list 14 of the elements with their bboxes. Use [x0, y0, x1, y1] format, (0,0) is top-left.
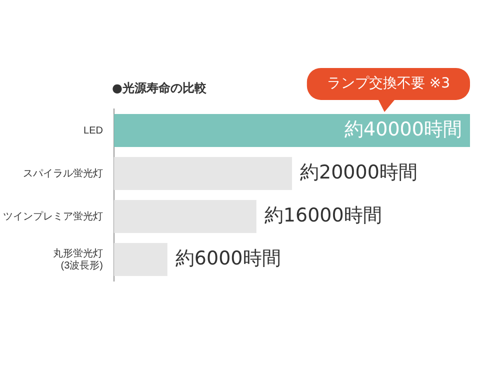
bar [114, 200, 256, 234]
chart-title: ●光源寿命の比較 [112, 80, 206, 97]
y-tick-label: スパイラル蛍光灯 [23, 167, 103, 180]
data-label: 約6000時間 [175, 247, 281, 270]
data-label: 約16000時間 [264, 204, 382, 226]
text: ランプ交換不要 ※3 [326, 76, 450, 92]
y-tick-label: 丸形蛍光灯(3波長形) [53, 247, 103, 272]
y-tick-label: ツインプレミア蛍光灯 [3, 210, 103, 222]
bar [114, 242, 168, 276]
data-label: 約20000時間 [300, 161, 418, 184]
data-label: 約40000時間 [344, 118, 462, 140]
y-tick-label: LED [84, 125, 103, 136]
bar [114, 156, 292, 190]
bar [114, 114, 470, 148]
